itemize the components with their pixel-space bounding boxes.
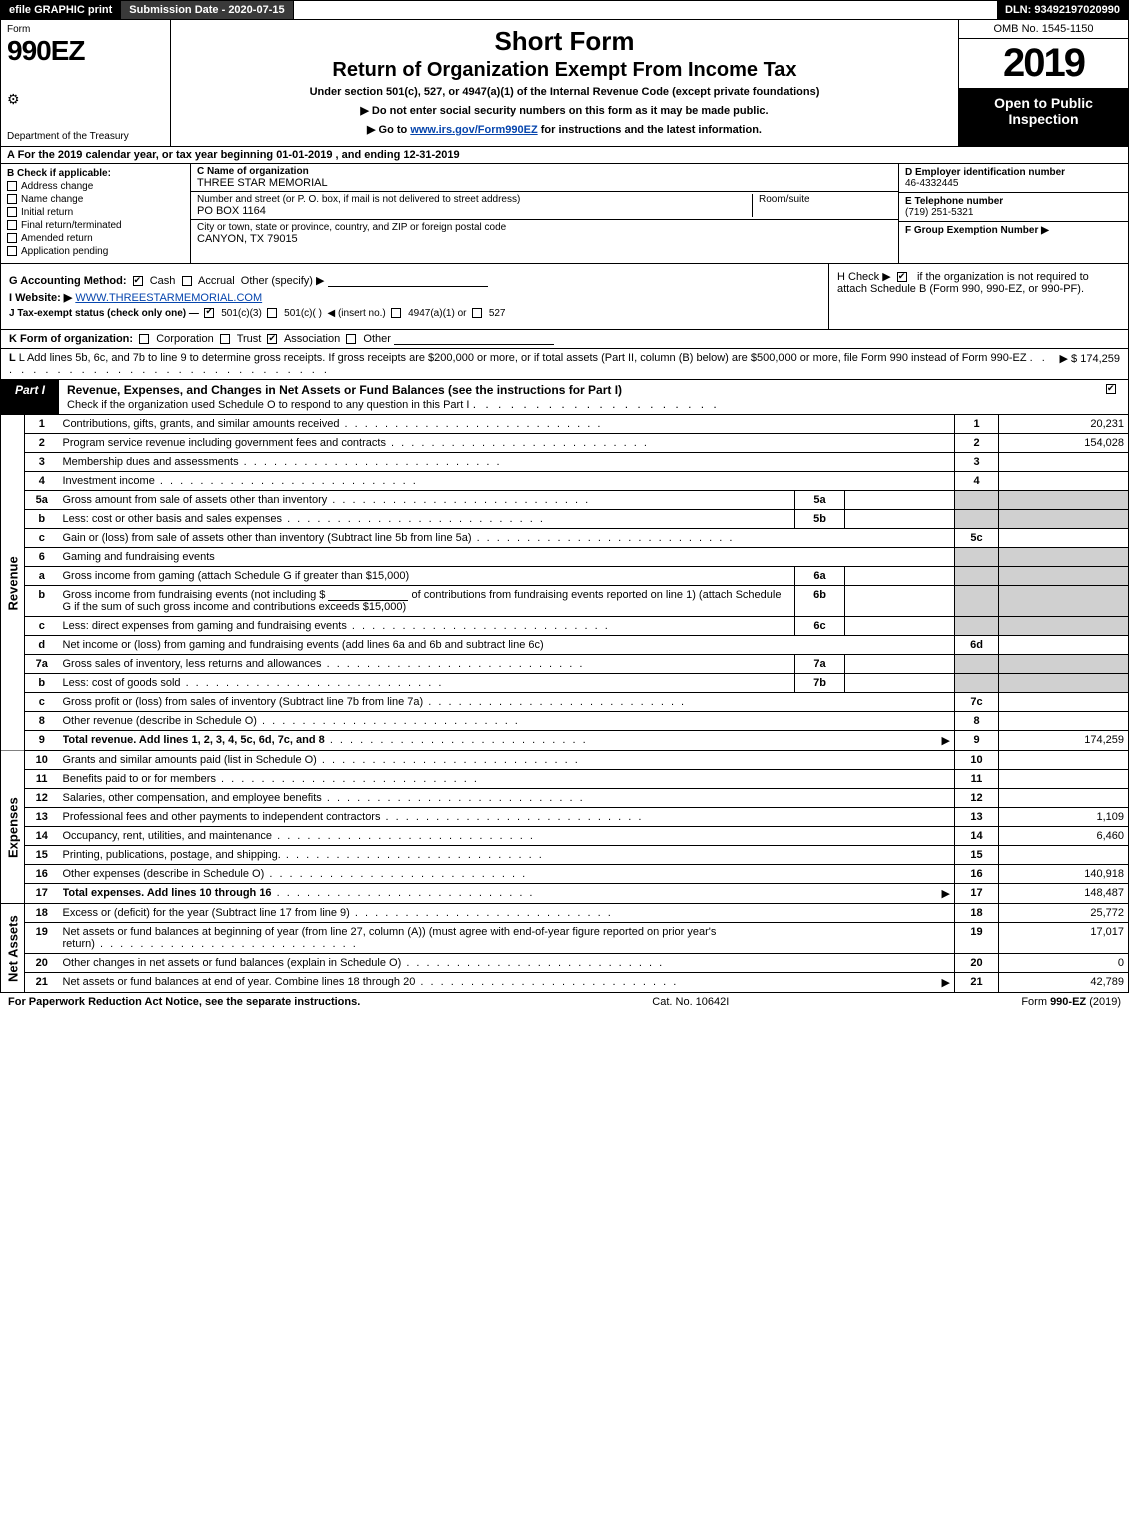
chk-trust[interactable] bbox=[220, 334, 230, 344]
section-b: B Check if applicable: Address change Na… bbox=[1, 164, 191, 263]
org-info-block: B Check if applicable: Address change Na… bbox=[0, 164, 1129, 264]
addr-label: Number and street (or P. O. box, if mail… bbox=[197, 194, 752, 205]
chk-corp[interactable] bbox=[139, 334, 149, 344]
goto-note: ▶ Go to www.irs.gov/Form990EZ for instru… bbox=[181, 123, 948, 136]
chk-address-change[interactable]: Address change bbox=[7, 181, 184, 192]
chk-501c[interactable] bbox=[267, 308, 277, 318]
top-bar: efile GRAPHIC print Submission Date - 20… bbox=[0, 0, 1129, 20]
org-address: PO BOX 1164 bbox=[197, 205, 752, 217]
irs-link[interactable]: www.irs.gov/Form990EZ bbox=[410, 124, 537, 136]
amt-2: 154,028 bbox=[999, 434, 1129, 453]
department-label: Department of the Treasury bbox=[7, 131, 164, 142]
chk-name-change[interactable]: Name change bbox=[7, 194, 184, 205]
form-header: Form 990EZ ⚙ Department of the Treasury … bbox=[0, 20, 1129, 147]
part-1-tab: Part I bbox=[1, 380, 59, 414]
section-l: L L Add lines 5b, 6c, and 7b to line 9 t… bbox=[0, 349, 1129, 380]
part-1-table: Revenue 1 Contributions, gifts, grants, … bbox=[0, 415, 1129, 993]
amt-9: 174,259 bbox=[999, 731, 1129, 751]
netassets-sidelabel: Net Assets bbox=[1, 904, 25, 993]
footer-form: Form 990-EZ (2019) bbox=[1021, 996, 1121, 1008]
phone: (719) 251-5321 bbox=[905, 207, 973, 218]
d-label: D Employer identification number bbox=[905, 167, 1065, 178]
amt-14: 6,460 bbox=[999, 827, 1129, 846]
e-label: E Telephone number bbox=[905, 196, 1003, 207]
chk-schedule-o[interactable] bbox=[1106, 384, 1116, 394]
main-title: Return of Organization Exempt From Incom… bbox=[181, 59, 948, 82]
part-1-check-text: Check if the organization used Schedule … bbox=[67, 399, 469, 411]
gross-receipts: ▶ $ 174,259 bbox=[1060, 352, 1120, 376]
header-left: Form 990EZ ⚙ Department of the Treasury bbox=[1, 20, 171, 146]
ein: 46-4332445 bbox=[905, 178, 958, 189]
footer-cat: Cat. No. 10642I bbox=[652, 996, 729, 1008]
chk-501c3[interactable] bbox=[204, 308, 214, 318]
other-specify-input[interactable] bbox=[328, 275, 488, 287]
form-label: Form bbox=[7, 24, 164, 35]
other-org-input[interactable] bbox=[394, 333, 554, 345]
treasury-seal-icon: ⚙ bbox=[7, 91, 164, 108]
room-suite-label: Room/suite bbox=[752, 194, 892, 217]
city-label: City or town, state or province, country… bbox=[197, 222, 892, 233]
section-h: H Check ▶ if the organization is not req… bbox=[828, 264, 1128, 329]
header-center: Short Form Return of Organization Exempt… bbox=[171, 20, 958, 146]
chk-cash[interactable] bbox=[133, 276, 143, 286]
amt-16: 140,918 bbox=[999, 865, 1129, 884]
chk-amended[interactable]: Amended return bbox=[7, 233, 184, 244]
chk-initial-return[interactable]: Initial return bbox=[7, 207, 184, 218]
b-label: B Check if applicable: bbox=[7, 168, 184, 179]
amt-20: 0 bbox=[999, 954, 1129, 973]
short-form-title: Short Form bbox=[181, 26, 948, 57]
section-def: D Employer identification number 46-4332… bbox=[898, 164, 1128, 263]
section-c: C Name of organization THREE STAR MEMORI… bbox=[191, 164, 898, 263]
chk-accrual[interactable] bbox=[182, 276, 192, 286]
open-to-public: Open to Public Inspection bbox=[959, 89, 1128, 146]
chk-other-org[interactable] bbox=[346, 334, 356, 344]
amt-13: 1,109 bbox=[999, 808, 1129, 827]
amt-17: 148,487 bbox=[999, 884, 1129, 904]
org-city: CANYON, TX 79015 bbox=[197, 233, 892, 245]
page-footer: For Paperwork Reduction Act Notice, see … bbox=[0, 993, 1129, 1011]
section-k: K Form of organization: Corporation Trus… bbox=[0, 330, 1129, 349]
submission-date: Submission Date - 2020-07-15 bbox=[121, 1, 293, 19]
expenses-sidelabel: Expenses bbox=[1, 751, 25, 904]
website-link[interactable]: WWW.THREESTARMEMORIAL.COM bbox=[75, 292, 262, 304]
c-label: C Name of organization bbox=[197, 166, 892, 177]
tax-year: 2019 bbox=[959, 39, 1128, 89]
header-right: OMB No. 1545-1150 2019 Open to Public In… bbox=[958, 20, 1128, 146]
line-a-tax-year: A For the 2019 calendar year, or tax yea… bbox=[0, 147, 1129, 164]
part-1-header: Part I Revenue, Expenses, and Changes in… bbox=[0, 380, 1129, 415]
ghij-block: G Accounting Method: Cash Accrual Other … bbox=[0, 264, 1129, 330]
part-1-title: Revenue, Expenses, and Changes in Net As… bbox=[67, 383, 622, 397]
f-label: F Group Exemption Number ▶ bbox=[905, 225, 1049, 236]
under-section: Under section 501(c), 527, or 4947(a)(1)… bbox=[181, 86, 948, 98]
section-i: I Website: ▶ WWW.THREESTARMEMORIAL.COM bbox=[9, 291, 820, 304]
amt-19: 17,017 bbox=[999, 923, 1129, 954]
6b-contrib-input[interactable] bbox=[328, 589, 408, 601]
form-number: 990EZ bbox=[7, 35, 164, 67]
chk-schedule-b[interactable] bbox=[897, 272, 907, 282]
section-g: G Accounting Method: Cash Accrual Other … bbox=[9, 274, 820, 287]
efile-label[interactable]: efile GRAPHIC print bbox=[1, 1, 121, 19]
chk-527[interactable] bbox=[472, 308, 482, 318]
dln: DLN: 93492197020990 bbox=[997, 1, 1128, 19]
ssn-note: ▶ Do not enter social security numbers o… bbox=[181, 104, 948, 117]
chk-app-pending[interactable]: Application pending bbox=[7, 246, 184, 257]
amt-18: 25,772 bbox=[999, 904, 1129, 923]
chk-4947[interactable] bbox=[391, 308, 401, 318]
amt-21: 42,789 bbox=[999, 973, 1129, 993]
footer-left: For Paperwork Reduction Act Notice, see … bbox=[8, 996, 360, 1008]
chk-assoc[interactable] bbox=[267, 334, 277, 344]
section-j: J Tax-exempt status (check only one) — 5… bbox=[9, 308, 820, 319]
amt-1: 20,231 bbox=[999, 415, 1129, 434]
chk-final-return[interactable]: Final return/terminated bbox=[7, 220, 184, 231]
org-name: THREE STAR MEMORIAL bbox=[197, 177, 892, 189]
omb-number: OMB No. 1545-1150 bbox=[959, 20, 1128, 39]
revenue-sidelabel: Revenue bbox=[1, 415, 25, 751]
